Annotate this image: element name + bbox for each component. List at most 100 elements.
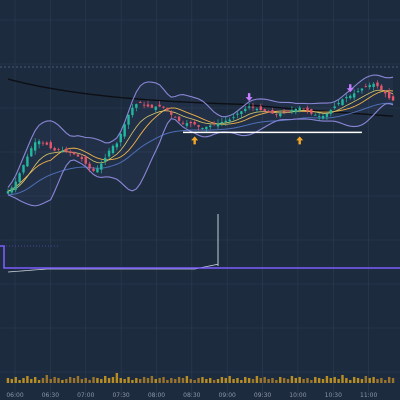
candle-body [337,102,340,105]
candle-body [244,108,247,111]
volume-bar [247,378,251,383]
candle-body [41,142,45,144]
volume-bar [10,379,14,383]
volume-bar [111,377,115,383]
volume-bar [14,377,17,383]
volume-bar [263,377,266,383]
candle-body [352,93,356,98]
volume-bar [255,376,259,383]
volume-bar [205,379,208,383]
volume-bar [364,376,368,383]
candle-body [72,152,76,155]
volume-bar [275,380,278,383]
x-tick-label: 09:00 [219,392,236,399]
volume-bar [135,378,138,383]
volume-bar [251,379,255,383]
volume-bar [294,378,298,383]
bollinger-basis-line [7,90,394,192]
volume-bar [88,380,91,383]
candle-body [275,114,278,116]
candle-body [177,116,181,121]
volume-bar [18,380,21,383]
candle-body [341,99,344,106]
candle-body [166,107,169,111]
bollinger-upper-band [7,74,394,188]
candle-body [364,86,368,87]
candle-body [14,181,17,190]
candle-body [142,104,146,106]
volume-bar [37,380,41,383]
candle-body [150,104,154,108]
x-tick-label: 08:30 [183,392,200,399]
candle-body [45,142,49,145]
candle-body [290,110,294,112]
candle-body [115,143,119,148]
candle-body [310,109,313,114]
x-tick-label: 08:00 [148,392,165,399]
candle-body [282,111,286,113]
candle-body [6,191,10,194]
candle-body [119,133,122,143]
volume-bar [216,379,220,383]
volume-bar [224,378,227,383]
x-tick-label: 11:00 [360,392,377,399]
candle-body [138,102,142,103]
candle-body [333,106,336,109]
candle-body [271,110,274,114]
bollinger-fill [7,75,394,206]
volume-bar [6,378,10,383]
volume-bar [333,377,336,383]
candle-body [216,123,220,127]
candle-body [181,122,185,124]
candle-body [174,116,177,118]
candle-body [205,126,208,129]
volume-bar [166,380,169,383]
candle-body [232,117,235,119]
volume-bar [185,376,189,383]
candle-body [135,104,138,108]
bollinger-band-fill [7,75,394,206]
x-tick-label: 06:30 [42,392,59,399]
candle-body [131,107,134,116]
volume-bar [212,380,216,383]
candle-body [263,109,266,112]
candle-body [92,168,95,171]
candle-body [314,114,317,116]
volume-pane [6,373,395,383]
volume-bar [286,379,290,383]
candle-body [76,154,80,157]
candle-body [100,163,103,170]
oscillator-signal-line [7,263,219,273]
candle-body [376,82,379,87]
volume-bar [201,377,204,383]
volume-bar [189,379,192,383]
volume-bar [232,379,235,383]
volume-bar [158,378,161,383]
candle-body [10,187,14,193]
volume-bar [360,379,364,383]
volume-bar [349,380,352,383]
candle-body [197,125,200,127]
sell-arrow-icon [346,84,354,93]
volume-bar [146,378,150,383]
candle-body [325,113,329,117]
volume-bar [372,377,375,383]
buy-arrow-icon [191,136,199,145]
volume-bar [387,377,391,383]
candle-body [65,148,68,152]
candle-body [251,106,255,108]
volume-bar [68,377,72,383]
volume-bar [80,379,84,383]
volume-bar [197,378,200,383]
candle-body [146,104,150,107]
candle-body [49,142,52,149]
volume-bar [142,377,146,383]
candle-body [360,88,364,91]
blue-moving-average-line [7,102,394,196]
candle-body [53,147,56,151]
volume-bar [298,377,301,383]
candle-body [158,104,161,107]
volume-bar [100,379,103,383]
candle-body [68,151,72,153]
